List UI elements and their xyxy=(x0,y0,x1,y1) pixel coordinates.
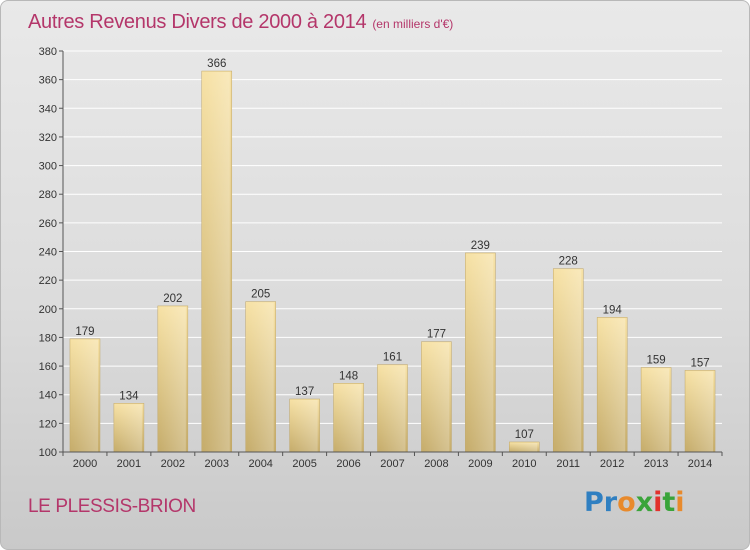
chart-title-text: Autres Revenus Divers de 2000 à 2014 xyxy=(28,11,367,33)
logo-letter: r xyxy=(603,487,618,518)
x-tick-label: 2010 xyxy=(512,458,536,470)
y-tick-label: 360 xyxy=(39,75,57,87)
bar-value-label: 228 xyxy=(559,256,578,268)
logo-letter: i xyxy=(653,487,663,518)
bar-highlight xyxy=(203,72,230,453)
logo-letter: x xyxy=(635,487,654,518)
bar-value-label: 366 xyxy=(207,58,226,70)
x-tick-label: 2001 xyxy=(117,458,141,470)
bar-highlight xyxy=(247,302,274,452)
y-tick-label: 260 xyxy=(39,218,57,230)
bar-highlight xyxy=(467,253,494,452)
bar-highlight xyxy=(335,384,362,452)
bar-value-label: 202 xyxy=(163,293,182,305)
bar-value-label: 239 xyxy=(471,240,490,252)
y-tick-label: 100 xyxy=(39,447,57,459)
bar-value-label: 194 xyxy=(603,304,623,316)
y-tick-label: 240 xyxy=(39,247,57,259)
y-tick-label: 340 xyxy=(39,103,57,115)
y-tick-label: 200 xyxy=(39,304,57,316)
bar-highlight xyxy=(687,371,714,452)
bar-highlight xyxy=(291,400,318,452)
bar-value-label: 137 xyxy=(295,386,314,398)
y-tick-label: 280 xyxy=(39,189,57,201)
y-tick-label: 300 xyxy=(39,161,57,173)
bar-highlight xyxy=(511,442,538,452)
bar-value-label: 107 xyxy=(515,429,534,441)
y-tick-label: 380 xyxy=(39,46,57,58)
bar-value-label: 179 xyxy=(75,326,94,338)
chart-title: Autres Revenus Divers de 2000 à 2014 (en … xyxy=(28,11,453,34)
logo-letter: P xyxy=(584,487,604,518)
logo-letter: i xyxy=(675,487,685,518)
x-tick-label: 2014 xyxy=(688,458,712,470)
y-tick-label: 120 xyxy=(39,418,57,430)
y-tick-label: 140 xyxy=(39,390,57,402)
x-tick-label: 2013 xyxy=(644,458,668,470)
bar-value-label: 157 xyxy=(690,357,709,369)
bar-value-label: 205 xyxy=(251,289,270,301)
bar-highlight xyxy=(423,342,450,452)
bar-value-label: 177 xyxy=(427,329,446,341)
x-tick-label: 2003 xyxy=(205,458,229,470)
bar-highlight xyxy=(599,318,626,452)
y-tick-label: 160 xyxy=(39,361,57,373)
y-tick-label: 180 xyxy=(39,332,57,344)
bar-highlight xyxy=(71,339,98,452)
logo-letter: t xyxy=(662,487,676,518)
bar-highlight xyxy=(379,365,406,452)
bar-highlight xyxy=(643,368,670,452)
x-tick-label: 2007 xyxy=(380,458,404,470)
x-tick-label: 2002 xyxy=(161,458,185,470)
bar-highlight xyxy=(115,404,142,452)
x-tick-label: 2011 xyxy=(556,458,580,470)
y-tick-label: 220 xyxy=(39,275,57,287)
logo-letter: o xyxy=(617,487,636,518)
bar-value-label: 159 xyxy=(647,355,666,367)
bar-highlight xyxy=(159,306,186,452)
x-tick-label: 2008 xyxy=(424,458,448,470)
proxiti-logo: Proxiti xyxy=(584,487,685,518)
bar-value-label: 148 xyxy=(339,370,358,382)
x-tick-label: 2000 xyxy=(73,458,97,470)
location-label: LE PLESSIS-BRION xyxy=(28,496,196,517)
x-tick-label: 2005 xyxy=(292,458,316,470)
chart-subtitle: (en milliers d'€) xyxy=(372,17,454,31)
x-tick-label: 2004 xyxy=(248,458,272,470)
bar-value-label: 161 xyxy=(383,352,402,364)
bar-value-label: 134 xyxy=(119,390,139,402)
y-tick-label: 320 xyxy=(39,132,57,144)
x-tick-label: 2012 xyxy=(600,458,624,470)
x-tick-label: 2006 xyxy=(336,458,360,470)
x-tick-label: 2009 xyxy=(468,458,492,470)
bar-highlight xyxy=(555,269,582,452)
